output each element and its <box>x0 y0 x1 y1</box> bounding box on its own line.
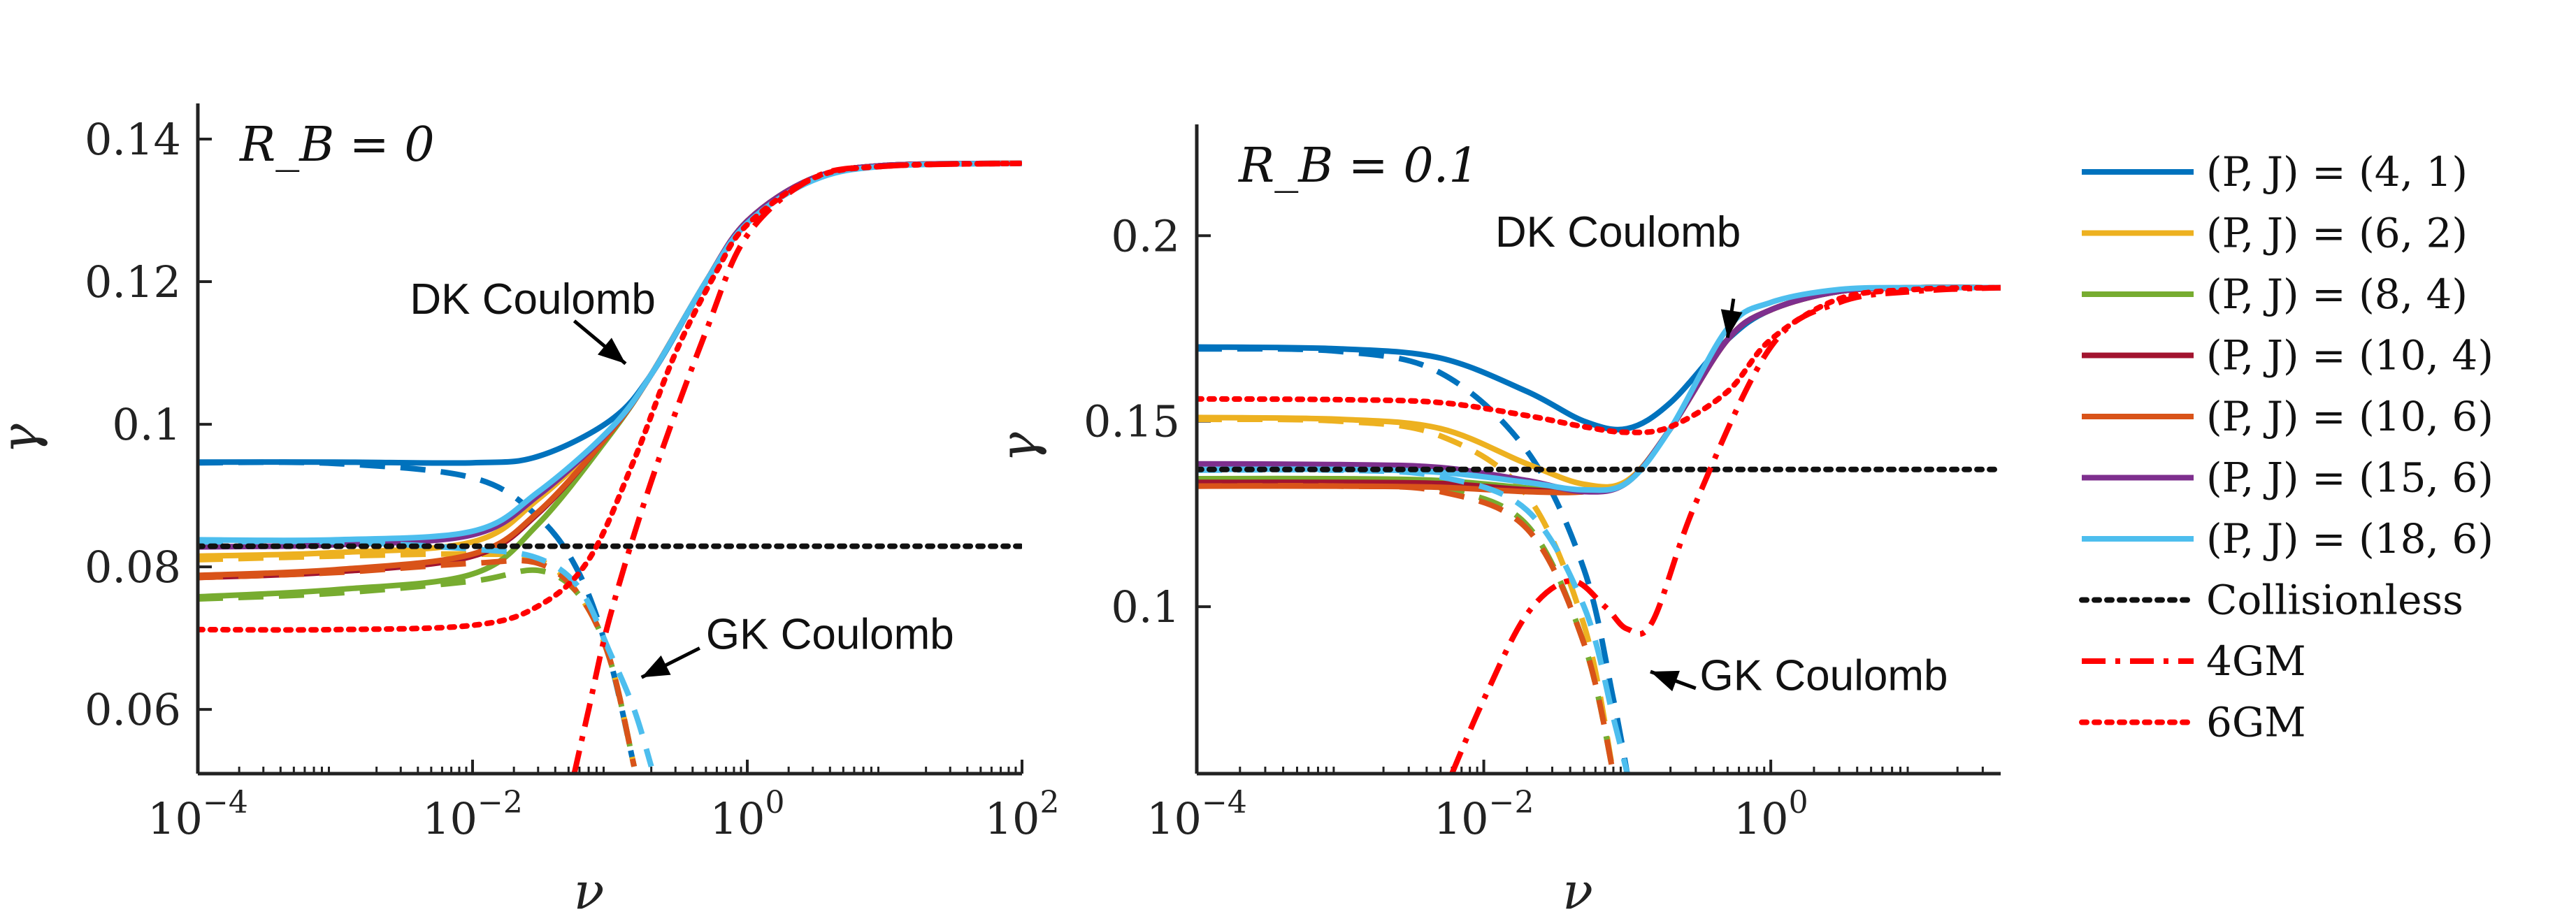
y-tick-label: 0.12 <box>85 256 181 307</box>
x-tick-label: 10−4 <box>1146 785 1247 844</box>
series-line <box>1197 346 1630 774</box>
legend-entry: (P, J) = (4, 1) <box>2082 148 2468 196</box>
legend: (P, J) = (4, 1) (P, J) = (6, 2) (P, J) = (… <box>2079 148 2494 746</box>
series-line <box>198 160 1022 581</box>
x-tick-label: 100 <box>1734 785 1808 844</box>
annotation-label: GK Coulomb <box>706 610 954 658</box>
x-tick-label: 10−2 <box>1434 785 1534 844</box>
legend-label: Collisionless <box>2206 577 2463 624</box>
legend-entry: (P, J) = (10, 4) <box>2082 332 2494 379</box>
series-line <box>1197 284 2001 493</box>
legend-label: (P, J) = (10, 4) <box>2206 332 2494 379</box>
y-tick-label: 0.06 <box>85 684 181 735</box>
series-line <box>1197 284 2001 435</box>
legend-label: (P, J) = (15, 6) <box>2206 454 2494 502</box>
panel-rb-0-1: 10−4 10−2 100 0.1 0.15 0.2 R_B = 0.1 ν γ DK Coulo… <box>989 124 2001 919</box>
x-tick-label: 100 <box>710 785 785 844</box>
series-group <box>1197 284 2001 774</box>
legend-entry: 6GM <box>2079 699 2306 746</box>
panel-title: R_B = 0.1 <box>1237 138 1479 194</box>
series-line <box>198 558 638 767</box>
series-line <box>1197 284 2001 433</box>
series-line <box>198 160 1022 600</box>
legend-label: 6GM <box>2206 699 2306 746</box>
legend-entry: (P, J) = (15, 6) <box>2082 454 2494 502</box>
y-axis-label: γ <box>989 432 1048 463</box>
legend-entry: (P, J) = (6, 2) <box>2082 210 2468 257</box>
series-line <box>1197 284 2001 490</box>
series-line <box>198 160 1022 559</box>
legend-entry: (P, J) = (10, 6) <box>2082 393 2494 440</box>
series-line <box>1197 477 1616 774</box>
series-line <box>1197 284 2001 495</box>
legend-label: 4GM <box>2206 637 2306 685</box>
series-line <box>1197 417 1616 774</box>
series-line <box>1197 483 1616 774</box>
legend-label: (P, J) = (10, 6) <box>2206 393 2494 440</box>
series-line <box>1197 284 2001 495</box>
y-tick-label: 0.08 <box>85 542 181 593</box>
annotation-label: DK Coulomb <box>410 275 655 324</box>
series-line <box>571 160 1022 774</box>
panel-title: R_B = 0 <box>238 117 435 173</box>
annotation-label: DK Coulomb <box>1495 208 1741 256</box>
series-line <box>1197 284 2001 495</box>
legend-label: (P, J) = (6, 2) <box>2206 210 2468 257</box>
annotation-arrow-head <box>1650 670 1680 692</box>
annotation-label: GK Coulomb <box>1700 652 1948 700</box>
y-tick-label: 0.1 <box>112 399 181 450</box>
x-tick-label: 102 <box>985 785 1060 844</box>
legend-label: (P, J) = (8, 4) <box>2206 270 2468 318</box>
legend-entry: 4GM <box>2082 637 2306 685</box>
annotation-arrow-head <box>1720 309 1743 338</box>
y-tick-label: 0.14 <box>85 114 181 165</box>
series-line <box>198 459 638 767</box>
x-axis-label: ν <box>574 862 605 919</box>
x-axis-label: ν <box>1562 862 1593 919</box>
y-axis-label: γ <box>0 424 49 454</box>
panel-rb-0: 10−4 10−2 100 102 0.06 0.08 0.1 0.12 0.14 R_B = 0… <box>0 103 1059 919</box>
legend-entry: (P, J) = (18, 6) <box>2082 515 2494 563</box>
annotation-arrow-head <box>597 338 626 364</box>
series-line <box>198 160 1022 633</box>
series-line <box>1197 467 1630 774</box>
series-line <box>198 538 654 767</box>
x-tick-label: 10−2 <box>422 785 523 844</box>
legend-entry: (P, J) = (8, 4) <box>2082 270 2468 318</box>
legend-label: (P, J) = (18, 6) <box>2206 515 2494 563</box>
series-line <box>1449 284 2001 774</box>
y-tick-label: 0.2 <box>1111 210 1180 261</box>
y-tick-label: 0.15 <box>1084 396 1180 447</box>
annotation-arrow-head <box>641 655 671 678</box>
x-tick-label: 10−4 <box>147 785 248 844</box>
series-line <box>198 567 638 767</box>
y-tick-label: 0.1 <box>1111 581 1180 632</box>
legend-label: (P, J) = (4, 1) <box>2206 148 2468 196</box>
legend-entry: Collisionless <box>2079 577 2463 624</box>
series-group <box>198 160 1022 774</box>
